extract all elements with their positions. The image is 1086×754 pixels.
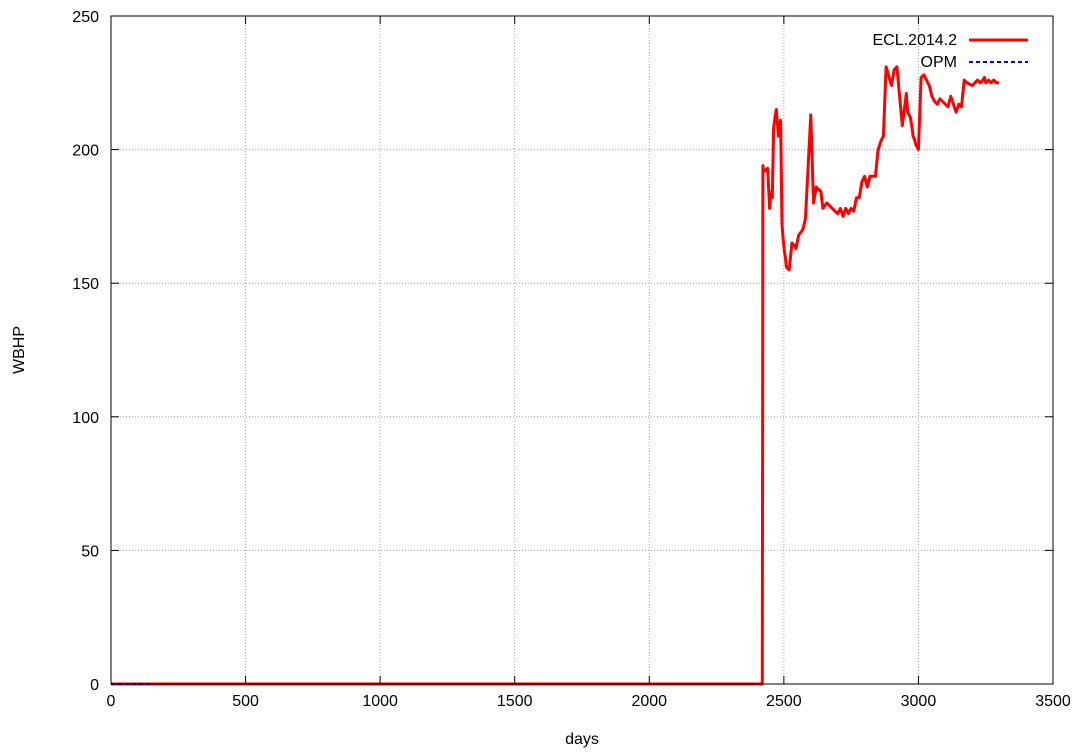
y-tick-label: 100 [72,410,99,427]
legend-label-ecl: ECL.2014.2 [872,32,957,49]
x-tick-label: 3500 [1035,693,1071,710]
legend-label-opm: OPM [921,54,957,71]
x-tick-label: 500 [232,693,259,710]
y-tick-label: 200 [72,143,99,160]
series-layer [111,65,1000,686]
x-tick-label: 2500 [766,693,802,710]
y-tick-label: 50 [81,543,99,560]
legend: ECL.2014.2 OPM [872,32,1028,71]
series-line-ecl [111,65,1000,686]
x-tick-label: 1500 [497,693,533,710]
x-tick-label: 1000 [362,693,398,710]
x-axis-title: days [565,731,599,748]
axis-ticks: 0 500 1000 1500 2000 2500 3000 3500 0 50 100 150 200… [72,9,1071,710]
x-tick-label: 0 [107,693,116,710]
y-tick-label: 0 [90,677,99,694]
y-tick-label: 150 [72,276,99,293]
plot-frame [110,15,1054,685]
y-axis-title: WBHP [11,326,28,374]
x-tick-label: 3000 [901,693,937,710]
y-tick-label: 250 [72,9,99,26]
x-tick-label: 2000 [631,693,667,710]
grid-lines [111,16,1053,684]
